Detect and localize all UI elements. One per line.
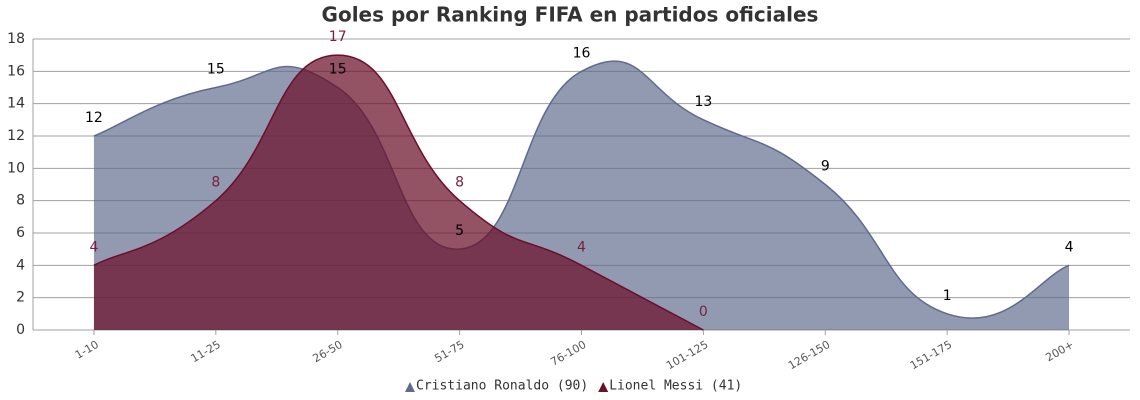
legend-label: Lionel Messi (41)	[609, 379, 742, 394]
data-label: 16	[573, 45, 591, 61]
x-tick-label: 1-10	[73, 338, 101, 362]
y-tick-label: 4	[16, 257, 25, 273]
y-tick-label: 18	[7, 31, 25, 47]
y-tick-label: 0	[16, 322, 25, 338]
x-tick-label: 101-125	[664, 338, 710, 372]
data-label: 4	[89, 239, 98, 255]
data-label: 4	[577, 239, 586, 255]
line	[93, 54, 704, 331]
data-label: 12	[85, 110, 103, 126]
y-tick-label: 16	[7, 63, 25, 79]
y-tick-label: 12	[7, 128, 25, 144]
legend-label: Cristiano Ronaldo (90)	[416, 379, 588, 394]
line	[93, 60, 1070, 319]
data-label: 4	[1065, 239, 1074, 255]
y-tick-label: 14	[7, 96, 25, 112]
x-tick-label: 76-100	[548, 338, 588, 369]
x-tick-label: 11-25	[189, 338, 223, 365]
data-label: 15	[329, 62, 347, 78]
x-tick-label: 200+	[1043, 338, 1076, 364]
legend-marker	[598, 382, 609, 392]
x-tick-label: 26-50	[311, 338, 345, 365]
data-label: 15	[207, 62, 225, 78]
data-label: 9	[821, 159, 830, 175]
data-label: 5	[455, 223, 464, 239]
data-label: 8	[211, 175, 220, 191]
x-tick-label: 126-150	[786, 338, 832, 372]
data-label: 0	[699, 304, 708, 320]
y-tick-label: 10	[7, 160, 25, 176]
data-label: 17	[329, 29, 347, 45]
y-tick-label: 8	[16, 193, 25, 209]
data-label: 8	[455, 175, 464, 191]
data-label: 13	[694, 94, 712, 110]
data-label: 1	[943, 288, 952, 304]
x-tick-label: 151-175	[908, 338, 954, 372]
chart-title: Goles por Ranking FIFA en partidos ofici…	[322, 3, 819, 27]
y-tick-label: 6	[16, 225, 25, 241]
area	[93, 55, 704, 331]
legend-marker	[405, 382, 415, 392]
x-tick-label: 51-75	[432, 338, 466, 365]
y-tick-label: 2	[16, 290, 25, 306]
